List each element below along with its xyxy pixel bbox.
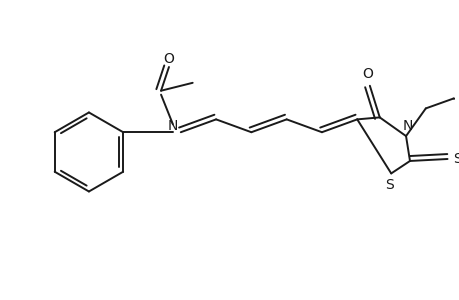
Text: N: N <box>402 119 412 133</box>
Text: O: O <box>362 67 373 81</box>
Text: N: N <box>168 119 178 133</box>
Text: S: S <box>384 178 393 192</box>
Text: O: O <box>163 52 174 66</box>
Text: S: S <box>452 152 459 166</box>
